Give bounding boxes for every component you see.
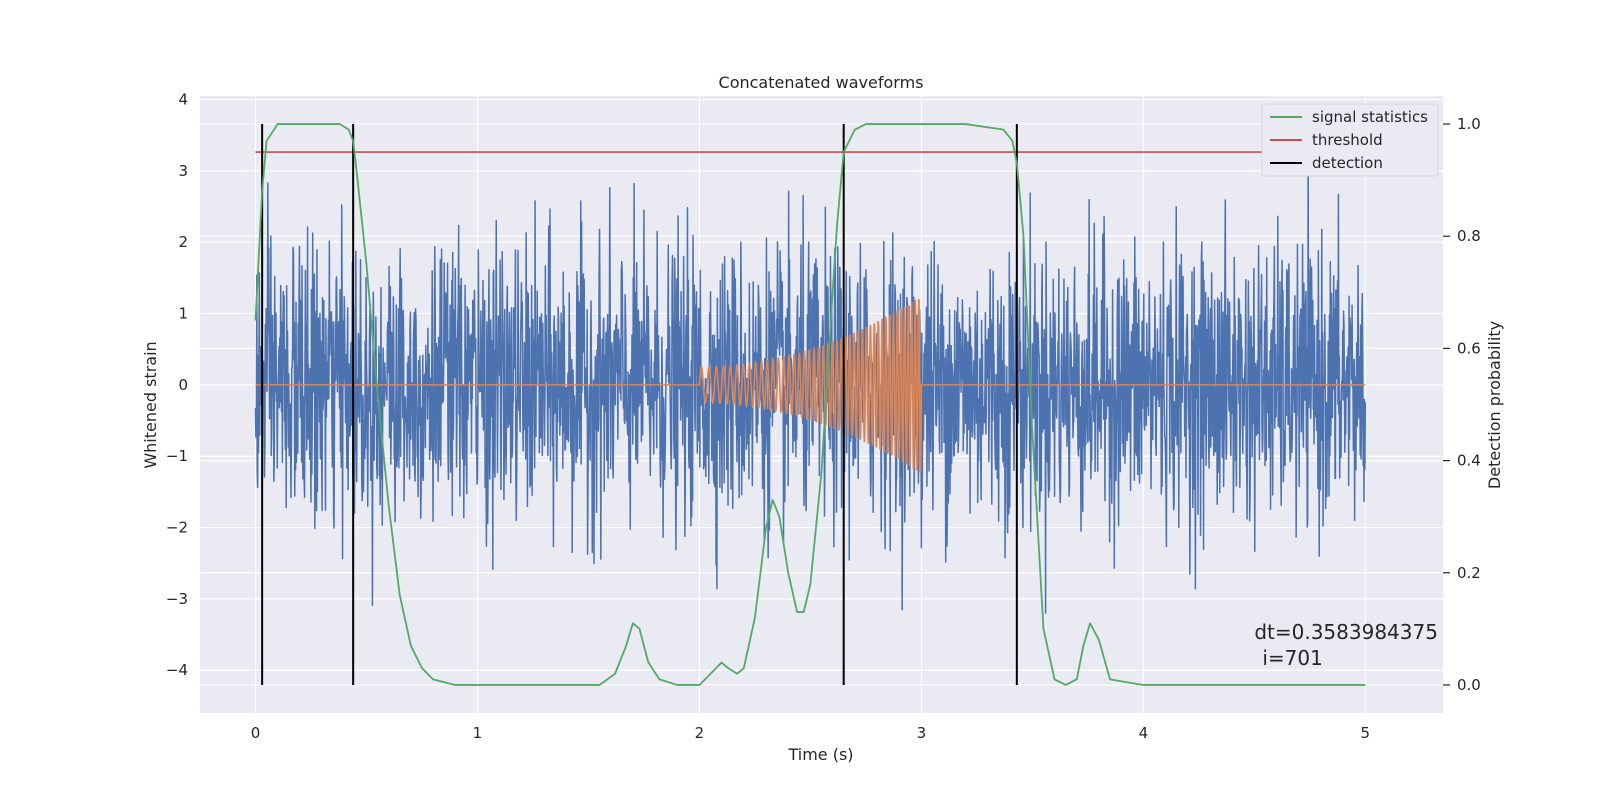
strain-series: [254, 142, 1367, 614]
template-line: [255, 298, 1366, 474]
y-tick-label: 3: [178, 162, 188, 180]
annotation: dt=0.3583984375 i=701: [1254, 620, 1438, 670]
detection-series: [261, 124, 1018, 685]
strain-line: [254, 142, 1367, 614]
chart-title: Concatenated waveforms: [719, 73, 924, 92]
annotation-i: i=701: [1262, 646, 1323, 670]
y2-tick-label: 1.0: [1457, 115, 1481, 133]
x-tick-label: 5: [1361, 724, 1371, 742]
y2-tick-label: 0.6: [1457, 339, 1481, 357]
y-tick-label: 1: [178, 305, 188, 323]
y-axis-label: Whitened strain: [141, 341, 160, 468]
y2-tick-label: 0.8: [1457, 227, 1481, 245]
y2-tick-label: 0.2: [1457, 564, 1481, 582]
signal-statistics-line: [254, 123, 1366, 686]
y-tick-label: −3: [166, 590, 188, 608]
x-tick-label: 4: [1139, 724, 1149, 742]
x-ticks: 0 1 2 3 4 5: [251, 724, 1370, 742]
legend: signal statistics threshold detection: [1261, 103, 1439, 177]
x-tick-label: 1: [473, 724, 483, 742]
x-tick-label: 2: [695, 724, 705, 742]
y-tick-label: 2: [178, 233, 188, 251]
x-tick-label: 0: [251, 724, 261, 742]
legend-label-detection: detection: [1312, 154, 1383, 172]
legend-label-signal-statistics: signal statistics: [1312, 108, 1428, 126]
annotation-dt: dt=0.3583984375: [1254, 620, 1438, 644]
template-series: [255, 298, 1366, 474]
y-ticks: −4 −3 −2 −1 0 1 2 3 4: [166, 91, 188, 680]
y-tick-label: 4: [178, 91, 188, 109]
y-tick-label: 0: [178, 376, 188, 394]
y2-tick-label: 0.0: [1457, 676, 1481, 694]
legend-box: [1261, 103, 1439, 177]
signal-statistics-series: [254, 123, 1366, 686]
y2-tick-label: 0.4: [1457, 452, 1481, 470]
y-tick-label: −2: [166, 519, 188, 537]
x-axis-label: Time (s): [787, 745, 853, 764]
x-tick-label: 3: [917, 724, 927, 742]
y-tick-label: −4: [166, 661, 188, 679]
legend-label-threshold: threshold: [1312, 131, 1383, 149]
y2-ticks: 0.0 0.2 0.4 0.6 0.8 1.0: [1443, 115, 1481, 694]
y-tick-label: −1: [166, 447, 188, 465]
y2-axis-label: Detection probability: [1485, 321, 1504, 489]
